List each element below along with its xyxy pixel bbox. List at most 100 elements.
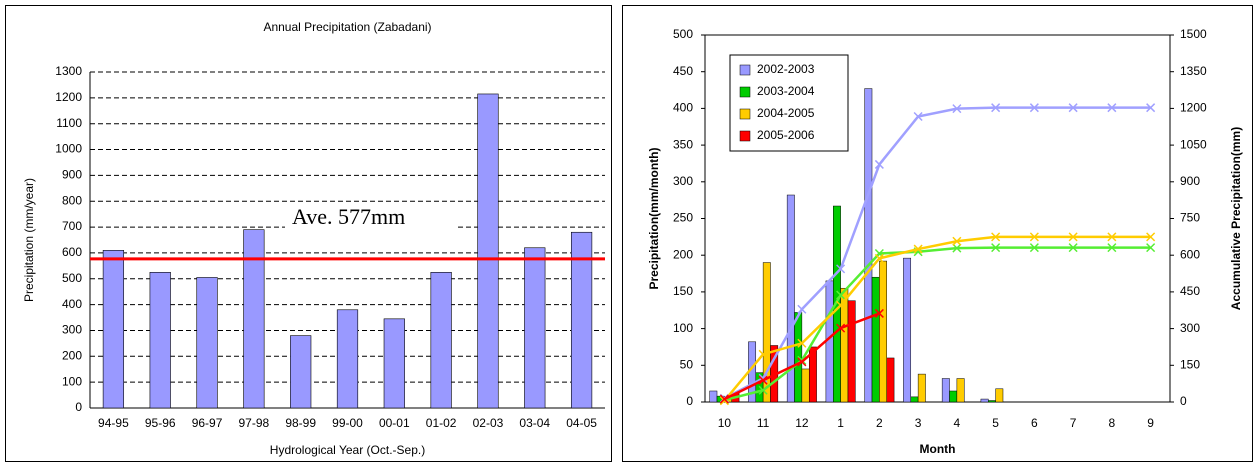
y2-tick-label: 1500 [1180, 27, 1207, 41]
marker [1068, 103, 1078, 113]
bar [243, 229, 265, 409]
y-axis-title: Precipitation(mm/month) [647, 147, 661, 289]
y2-tick-label: 0 [1180, 394, 1187, 408]
x-axis-title: Hydrological Year (Oct.-Sep.) [270, 443, 425, 457]
y-tick-label: 300 [62, 323, 82, 337]
legend-label: 2004-2005 [757, 106, 815, 120]
y-tick-label: 800 [62, 193, 82, 207]
legend-label: 2005-2006 [757, 128, 815, 142]
y-tick-label: 100 [673, 321, 693, 335]
bar [910, 396, 919, 403]
bar [956, 378, 965, 403]
x-tick-label: 99-00 [332, 416, 363, 430]
bar [102, 250, 125, 409]
y2-tick-label: 750 [1180, 211, 1200, 225]
y-tick-label: 1300 [55, 64, 82, 78]
cumulative-line [723, 235, 1151, 402]
y2-tick-label: 1200 [1180, 101, 1207, 115]
x-tick-label: 12 [795, 416, 809, 430]
y-tick-label: 250 [673, 211, 693, 225]
x-tick-label: 1 [837, 416, 844, 430]
marker [913, 244, 923, 254]
bar [801, 368, 810, 403]
x-tick-label: 00-01 [379, 416, 410, 430]
marker [874, 159, 884, 169]
marker [952, 236, 962, 246]
marker [1068, 243, 1078, 253]
marker [758, 385, 768, 395]
marker [1146, 103, 1156, 113]
bar [786, 194, 795, 403]
x-tick-label: 02-03 [473, 416, 504, 430]
y2-tick-label: 1050 [1180, 137, 1207, 151]
marker [913, 111, 923, 122]
y-tick-label: 500 [62, 271, 82, 285]
marker [797, 357, 807, 367]
y2-axis-title: Accumulative Precipitation(mm) [1229, 127, 1243, 310]
x-tick-label: 8 [1109, 416, 1116, 430]
bar [477, 93, 499, 409]
bar [762, 262, 771, 403]
y2-tick-label: 600 [1180, 247, 1200, 261]
y-tick-label: 900 [62, 168, 82, 182]
y-axis-title: Precipitation (mm/year) [22, 178, 36, 302]
marker [952, 104, 962, 114]
x-tick-label: 2 [876, 416, 883, 430]
bar [336, 309, 359, 409]
bar [879, 260, 887, 403]
bar [709, 390, 718, 403]
y-tick-label: 450 [673, 64, 693, 78]
x-tick-label: 3 [915, 416, 922, 430]
x-tick-label: 04-05 [566, 416, 597, 430]
y2-tick-label: 900 [1180, 174, 1200, 188]
legend-label: 2003-2004 [757, 84, 815, 98]
bar [864, 88, 873, 403]
marker [874, 253, 884, 263]
x-axis-title: Month [920, 442, 956, 456]
marker [719, 394, 729, 404]
legend-swatch [739, 86, 751, 98]
chart-title: Annual Precipitation (Zabadani) [263, 20, 431, 34]
x-tick-label: 98-99 [285, 416, 316, 430]
y2-tick-label: 150 [1180, 357, 1200, 371]
marker [1029, 243, 1039, 253]
x-tick-label: 11 [757, 416, 770, 430]
marker [1107, 103, 1117, 113]
bar [988, 400, 996, 403]
marker [1146, 232, 1156, 242]
marker [1146, 243, 1156, 253]
y-tick-label: 500 [673, 27, 693, 41]
y-tick-label: 300 [673, 174, 693, 188]
y-tick-label: 1200 [55, 90, 82, 104]
marker [836, 290, 846, 300]
x-tick-label: 7 [1070, 416, 1077, 430]
marker [1029, 103, 1039, 113]
y2-tick-label: 450 [1180, 284, 1200, 298]
marker [991, 232, 1001, 242]
y-tick-label: 700 [62, 219, 82, 233]
y-tick-label: 600 [62, 245, 82, 259]
y-tick-label: 200 [673, 247, 693, 261]
bar [383, 318, 405, 409]
bar [149, 272, 171, 409]
bar [871, 276, 880, 403]
x-tick-label: 97-98 [239, 416, 270, 430]
plot-frame [704, 34, 1171, 403]
x-tick-label: 96-97 [192, 416, 223, 430]
marker [836, 323, 846, 333]
legend-swatch [739, 130, 751, 142]
y-tick-label: 150 [673, 284, 693, 298]
bar [903, 257, 912, 403]
bar [949, 390, 958, 403]
marker [1107, 243, 1117, 253]
y-tick-label: 0 [686, 394, 693, 408]
marker [797, 338, 807, 348]
y-tick-label: 200 [62, 348, 82, 362]
x-tick-label: 01-02 [426, 416, 457, 430]
bar [430, 272, 452, 409]
bar [980, 398, 989, 403]
marker [758, 349, 768, 359]
legend-label: 2002-2003 [757, 62, 815, 76]
y2-tick-label: 1350 [1180, 64, 1207, 78]
